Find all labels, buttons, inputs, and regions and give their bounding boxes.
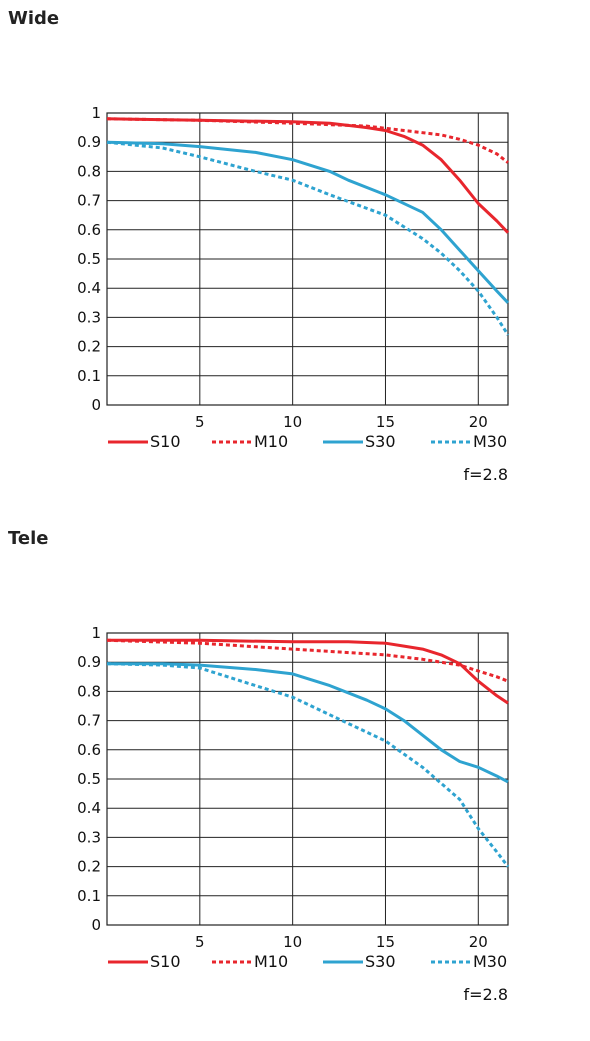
- wide-series-m30: [106, 140, 510, 336]
- wide-y-tick-label: 0: [91, 396, 101, 414]
- wide-x-tick-label: 5: [195, 413, 205, 431]
- tele-plot-frame: [106, 632, 509, 926]
- wide-y-tick-label: 0.2: [77, 338, 101, 356]
- tele-y-tick-label: 0.7: [77, 712, 101, 730]
- tele-y-tick-label: 0.4: [77, 799, 101, 817]
- tele-y-tick-label: 0: [91, 916, 101, 934]
- wide-legend-label-s10: S10: [150, 432, 181, 451]
- wide-section-title: Wide: [8, 8, 60, 29]
- wide-legend-label-m30: M30: [473, 432, 507, 451]
- tele-series-m30: [106, 662, 510, 868]
- wide-y-tick-label: 0.1: [77, 367, 101, 385]
- tele-y-tick-label: 0.2: [77, 858, 101, 876]
- wide-y-tick-label: 0.7: [77, 192, 101, 210]
- tele-y-tick-label: 0.1: [77, 887, 101, 905]
- tele-section-title: Tele: [8, 528, 49, 549]
- wide-mtf-chart: 1 0.9 0.8 0.7 0.6 0.5 0.4 0.3 0.2 0.1 0 5 10 15 20 S10 M…: [77, 104, 510, 484]
- wide-y-tick-label: 0.6: [77, 221, 101, 239]
- tele-aperture-label: f=2.8: [464, 985, 508, 1004]
- tele-series-s30: [107, 662, 509, 784]
- wide-aperture-label: f=2.8: [464, 465, 508, 484]
- wide-x-tick-label: 20: [469, 413, 488, 431]
- wide-y-tick-label: 0.3: [77, 308, 101, 326]
- tele-legend-label-m10: M10: [254, 952, 288, 971]
- tele-y-tick-label: 0.5: [77, 770, 101, 788]
- wide-legend-label-m10: M10: [254, 432, 288, 451]
- wide-y-tick-label: 0.9: [77, 133, 101, 151]
- tele-series-m10: [106, 638, 509, 683]
- wide-series-m10: [106, 117, 509, 164]
- tele-y-tick-label: 0.6: [77, 741, 101, 759]
- wide-series-s30: [106, 140, 510, 304]
- wide-y-tick-label: 0.4: [77, 279, 101, 297]
- tele-series-s10: [107, 638, 509, 705]
- tele-y-tick-label: 1: [91, 624, 101, 642]
- wide-x-tick-label: 15: [376, 413, 395, 431]
- tele-legend-label-s10: S10: [150, 952, 181, 971]
- tele-mtf-chart: 1 0.9 0.8 0.7 0.6 0.5 0.4 0.3 0.2 0.1 0 5 10 15 20 S10 M…: [77, 624, 510, 1004]
- tele-legend-label-s30: S30: [365, 952, 396, 971]
- tele-legend-label-m30: M30: [473, 952, 507, 971]
- tele-x-tick-label: 10: [283, 933, 302, 951]
- tele-y-tick-label: 0.8: [77, 682, 101, 700]
- tele-y-tick-label: 0.3: [77, 828, 101, 846]
- wide-y-tick-label: 0.8: [77, 162, 101, 180]
- tele-x-tick-label: 15: [376, 933, 395, 951]
- tele-x-tick-label: 20: [469, 933, 488, 951]
- wide-y-tick-label: 1: [91, 104, 101, 122]
- tele-x-tick-label: 5: [195, 933, 205, 951]
- tele-y-tick-label: 0.9: [77, 653, 101, 671]
- wide-x-tick-label: 10: [283, 413, 302, 431]
- wide-legend-label-s30: S30: [365, 432, 396, 451]
- wide-plot-frame: [106, 112, 509, 406]
- wide-y-tick-label: 0.5: [77, 250, 101, 268]
- wide-series-s10: [106, 117, 510, 234]
